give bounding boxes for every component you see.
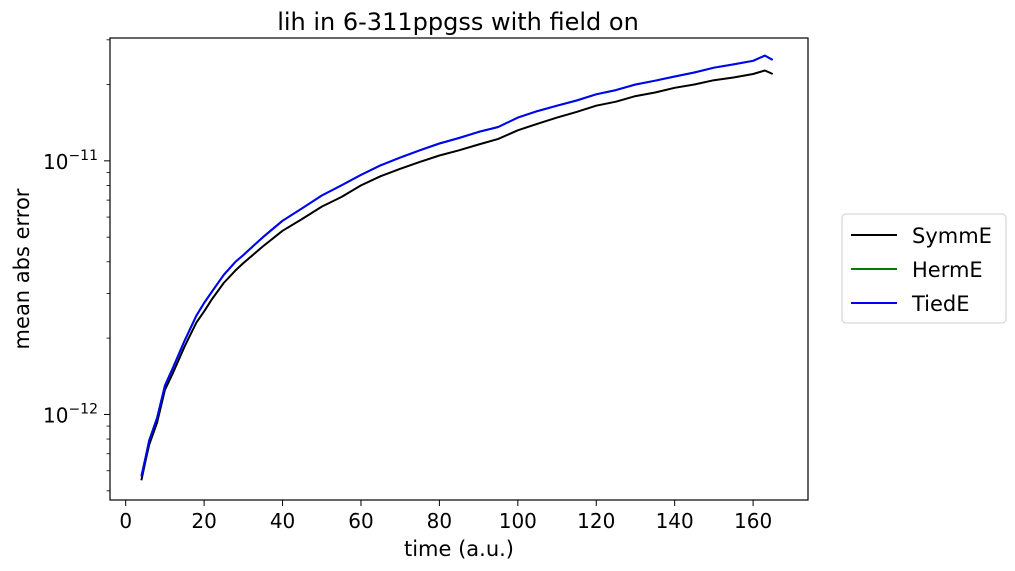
legend-label-symme: SymmE — [912, 224, 992, 248]
x-tick-label: 140 — [656, 509, 694, 533]
x-tick-label: 160 — [734, 509, 772, 533]
x-axis-label: time (a.u.) — [404, 537, 514, 561]
x-tick-label: 100 — [499, 509, 537, 533]
x-tick-label: 0 — [119, 509, 132, 533]
series-layer — [140, 54, 774, 481]
x-tick-label: 40 — [270, 509, 295, 533]
y-tick-label: 10−12 — [43, 401, 98, 427]
legend-box — [841, 213, 1007, 324]
series-line-tiede — [140, 54, 774, 477]
y-axis-label: mean abs error — [10, 188, 34, 349]
legend-label-herme: HermE — [912, 258, 983, 282]
legend: SymmE HermE TiedE — [841, 213, 1007, 324]
y-tick-label: 10−11 — [43, 148, 98, 174]
chart-title: lih in 6-311ppgss with field on — [277, 8, 639, 36]
x-tick-label: 60 — [348, 509, 373, 533]
plot-frame — [109, 37, 809, 501]
axis-ticks: 0 20 40 60 80 100 120 140 160 10−12 10−11 — [43, 39, 772, 533]
series-line-symme — [140, 69, 774, 481]
x-tick-label: 20 — [191, 509, 216, 533]
legend-label-tiede: TiedE — [911, 292, 970, 316]
series-line-herme — [140, 54, 774, 477]
x-tick-label: 120 — [577, 509, 615, 533]
x-tick-label: 80 — [427, 509, 452, 533]
